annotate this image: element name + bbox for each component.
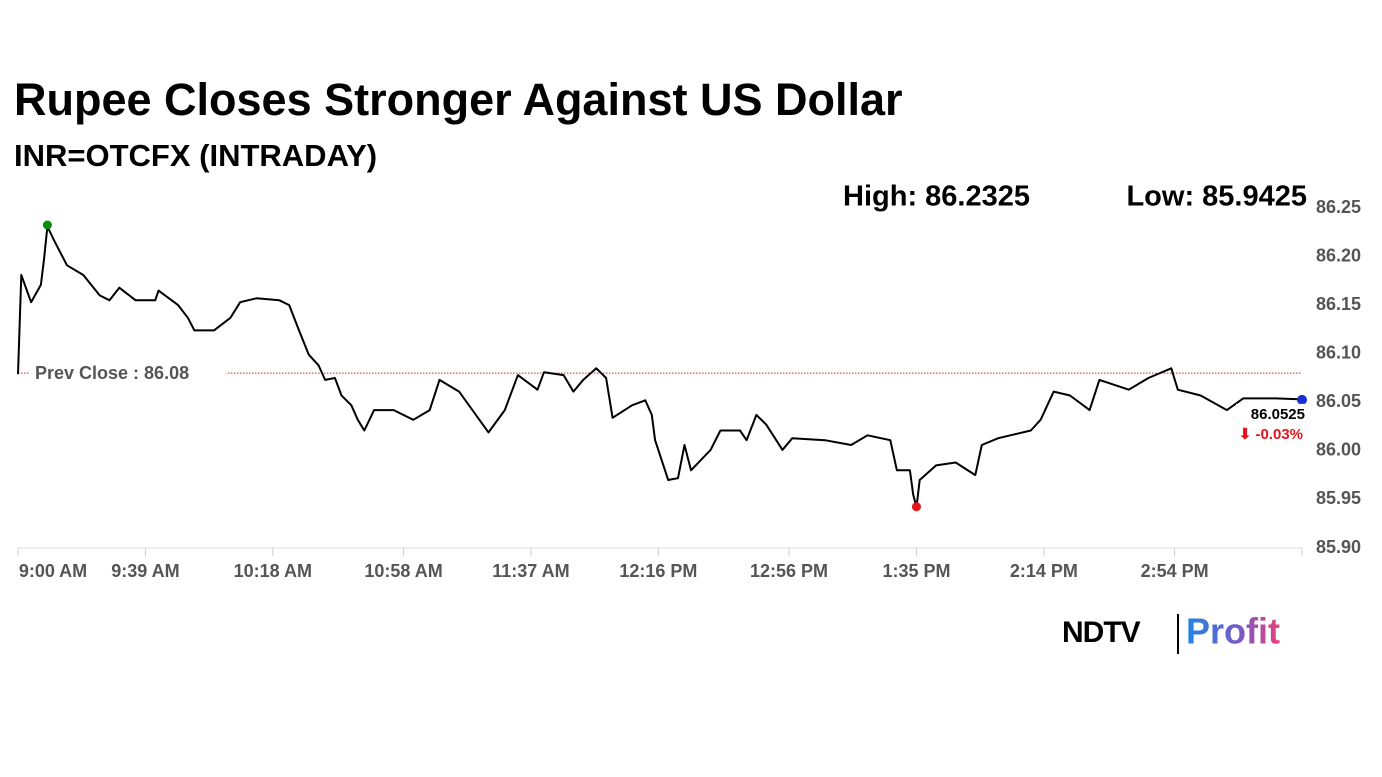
x-tick-label: 11:37 AM <box>492 561 569 581</box>
price-line <box>17 225 1303 509</box>
y-tick-label: 85.95 <box>1316 488 1361 508</box>
y-tick-label: 86.00 <box>1316 440 1361 460</box>
last-marker <box>1297 394 1307 405</box>
chart-subtitle: INR=OTCFX (INTRADAY) <box>14 138 377 173</box>
y-tick-label: 86.25 <box>1316 197 1361 217</box>
y-tick-label: 86.10 <box>1316 342 1361 362</box>
x-tick-label: 1:35 PM <box>882 561 950 581</box>
x-tick-label: 10:58 AM <box>364 561 442 581</box>
x-tick-label: 2:14 PM <box>1010 561 1078 581</box>
x-tick-label: 12:56 PM <box>750 561 828 581</box>
last-label-bg <box>1236 403 1306 446</box>
high-label: High: 86.2325 <box>843 181 1030 213</box>
y-tick-label: 86.15 <box>1316 294 1361 314</box>
x-tick-label: 12:16 PM <box>619 561 697 581</box>
y-tick-label: 86.20 <box>1316 245 1361 265</box>
y-tick-label: 86.05 <box>1316 391 1361 411</box>
low-label: Low: 85.9425 <box>1126 181 1307 213</box>
logo-product: Profit <box>1186 611 1280 652</box>
y-tick-label: 85.90 <box>1316 537 1361 557</box>
x-tick-label: 9:00 AM <box>19 561 87 581</box>
prev-close-bg <box>30 361 226 386</box>
chart-title: Rupee Closes Stronger Against US Dollar <box>14 74 903 125</box>
last-value-label: 86.0525 <box>1251 406 1305 423</box>
low-marker <box>911 502 921 512</box>
x-tick-label: 9:39 AM <box>111 561 179 581</box>
x-tick-label: 2:54 PM <box>1141 561 1209 581</box>
logo-brand: NDTV <box>1062 616 1141 649</box>
high-marker <box>42 220 52 230</box>
prev-close-label: Prev Close : 86.08 <box>35 363 189 383</box>
change-label: ⬇ -0.03% <box>1239 426 1303 443</box>
x-tick-label: 10:18 AM <box>234 561 312 581</box>
